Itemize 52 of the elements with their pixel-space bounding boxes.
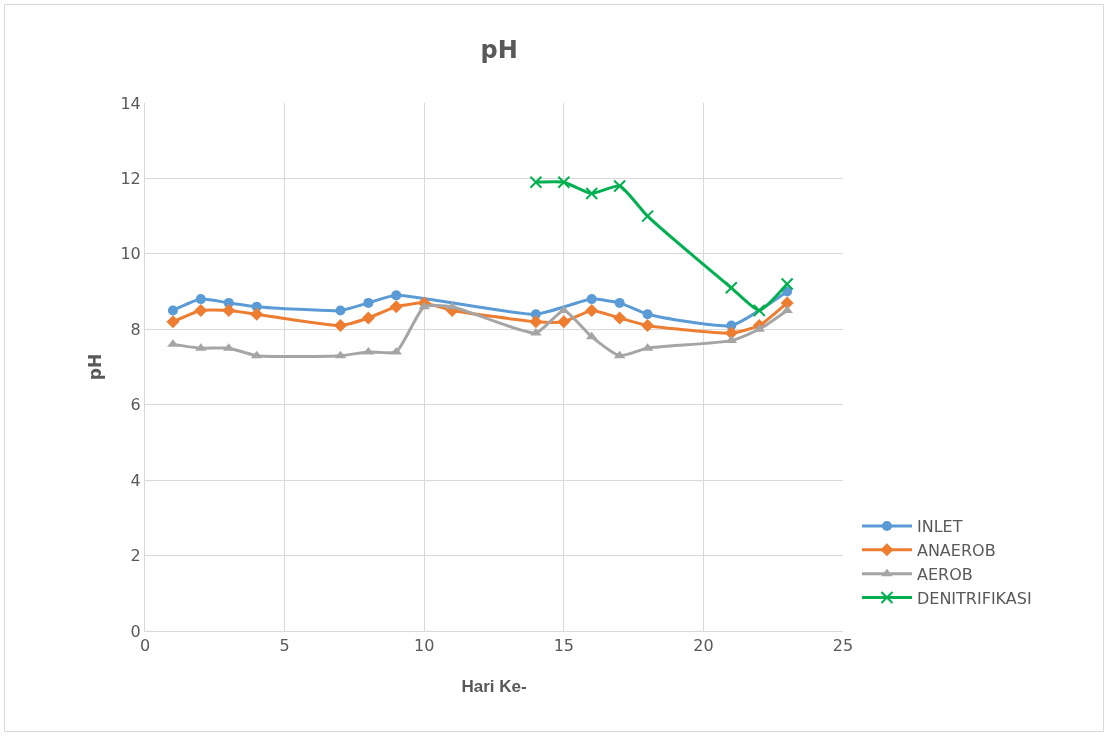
point	[361, 311, 375, 325]
x-tick-label: 10	[414, 636, 435, 656]
y-tick-label: 6	[130, 395, 141, 415]
point	[194, 303, 208, 317]
legend-label: INLET	[916, 517, 963, 537]
x-tick-label: 25	[832, 636, 854, 656]
point	[642, 309, 653, 320]
point	[557, 315, 571, 329]
point	[166, 315, 180, 329]
point	[614, 297, 625, 308]
point	[780, 296, 794, 310]
legend-label: DENITRIFIKASI	[916, 588, 1032, 608]
point	[724, 281, 738, 295]
point	[586, 294, 597, 305]
y-tick-label: 14	[120, 93, 141, 113]
point	[752, 303, 766, 317]
point	[529, 175, 543, 189]
point	[724, 326, 738, 340]
y-axis-title: pH	[85, 353, 105, 381]
y-tick-label: 4	[130, 470, 141, 490]
x-tick-label: 5	[279, 636, 290, 656]
point	[250, 307, 264, 321]
legend-label: ANAEROB	[916, 541, 996, 561]
point	[529, 315, 543, 329]
point	[167, 305, 178, 316]
point	[363, 297, 374, 308]
y-tick-label: 10	[120, 244, 141, 264]
point	[195, 294, 206, 305]
point	[585, 303, 599, 317]
x-tick-label: 15	[553, 636, 574, 656]
point	[335, 305, 346, 316]
x-axis-title: Hari Ke-	[461, 677, 527, 696]
point	[641, 209, 655, 223]
point	[780, 277, 794, 291]
point	[222, 303, 236, 317]
point	[557, 175, 571, 189]
point	[333, 319, 347, 333]
y-tick-label: 0	[130, 621, 141, 641]
y-tick-label: 8	[130, 319, 141, 339]
x-tick-label: 20	[693, 636, 714, 656]
point	[613, 311, 627, 325]
point	[389, 300, 403, 314]
y-tick-label: 12	[120, 169, 141, 189]
chart-title: pH	[480, 36, 518, 65]
point	[613, 179, 627, 193]
point	[641, 319, 655, 333]
point	[391, 290, 402, 301]
y-tick-label: 2	[130, 546, 141, 566]
point	[585, 187, 599, 201]
point	[418, 301, 430, 310]
point	[446, 301, 458, 310]
legend-label: AEROB	[916, 564, 973, 584]
